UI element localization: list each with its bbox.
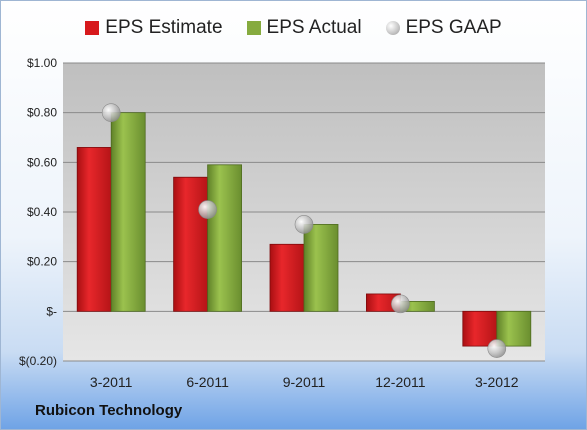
y-tick-label: $0.60 (27, 155, 57, 169)
marker-eps-gaap (487, 339, 507, 358)
y-axis: $1.00 $0.80 $0.60 $0.40 $0.20 $- $(0.20) (19, 56, 57, 368)
y-tick-label: $0.20 (27, 255, 57, 269)
bar-eps-estimate (269, 243, 305, 312)
bar-eps-estimate (76, 147, 112, 312)
marker-eps-gaap (294, 215, 314, 234)
marker-eps-gaap (101, 103, 121, 122)
legend-swatch-eps-actual (246, 21, 261, 35)
marker-eps-gaap (391, 294, 410, 314)
bar-eps-actual (303, 224, 339, 312)
legend-swatch-eps-gaap (385, 21, 400, 35)
y-tick-label: $(0.20) (19, 354, 57, 368)
legend-swatch-eps-estimate (85, 21, 100, 35)
x-tick-label: 3-2012 (475, 374, 519, 390)
x-tick-label: 6-2011 (186, 374, 229, 390)
x-tick-label: 9-2011 (283, 374, 326, 390)
x-axis: 3-2011 6-2011 9-2011 12-2011 3-2012 (90, 374, 519, 390)
bar-eps-estimate (173, 176, 209, 312)
legend-label-eps-gaap: EPS GAAP (405, 17, 502, 38)
legend-label-eps-actual: EPS Actual (266, 17, 362, 38)
legend-label-eps-estimate: EPS Estimate (105, 17, 223, 38)
x-tick-label: 12-2011 (375, 374, 426, 390)
x-tick-label: 3-2011 (90, 374, 133, 390)
legend-item-eps-estimate: EPS Estimate (85, 17, 223, 39)
bar-eps-estimate (462, 310, 498, 347)
bar-eps-actual (207, 164, 243, 312)
bars (76, 112, 532, 347)
bar-eps-actual (496, 310, 532, 347)
legend: EPS Estimate EPS Actual EPS GAAP (1, 17, 586, 39)
y-tick-label: $1.00 (27, 56, 57, 70)
gaap-markers (101, 103, 507, 358)
legend-item-eps-actual: EPS Actual (246, 17, 362, 39)
y-tick-label: $0.40 (27, 205, 57, 219)
marker-eps-gaap (198, 200, 217, 219)
bar-eps-actual (110, 112, 146, 312)
company-name: Rubicon Technology (35, 402, 183, 419)
legend-item-eps-gaap: EPS GAAP (385, 17, 502, 39)
y-tick-label: $0.80 (27, 106, 57, 120)
y-tick-label: $- (46, 304, 57, 318)
